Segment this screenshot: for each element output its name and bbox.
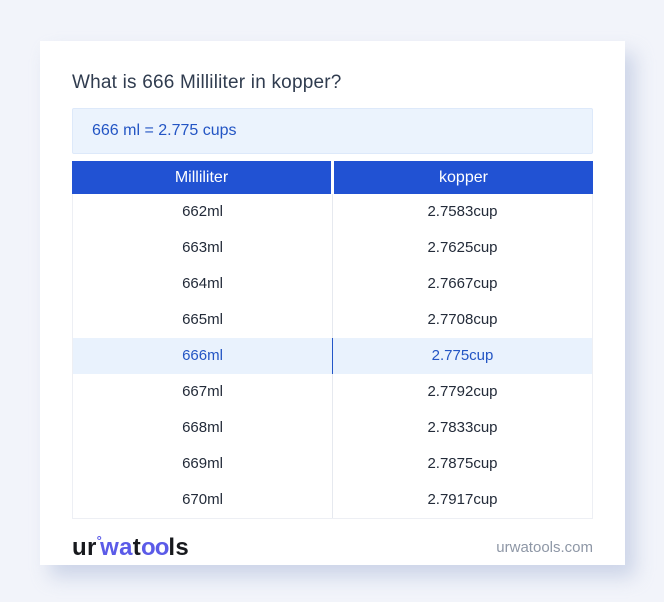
milliliter-cell: 664ml	[73, 266, 333, 302]
kopper-cell: 2.7833cup	[427, 419, 498, 436]
table-row: 667ml 2.7792cup	[73, 374, 592, 410]
logo-text-t: t	[132, 533, 142, 561]
milliliter-cell: 669ml	[73, 446, 333, 482]
table-row-highlighted: 666ml 2.775cup	[73, 338, 592, 374]
milliliter-cell: 667ml	[73, 374, 333, 410]
kopper-cell: 2.7708cup	[427, 311, 498, 328]
milliliter-cell: 663ml	[73, 230, 333, 266]
converter-card: What is 666 Milliliter in kopper? 666 ml…	[40, 41, 625, 565]
kopper-cell: 2.7625cup	[427, 239, 498, 256]
table-body: 662ml 2.7583cup 663ml 2.7625cup 664ml 2.7667c…	[72, 194, 593, 519]
table-header-kopper: kopper	[334, 161, 593, 194]
urwatools-logo[interactable]: ur°watools	[72, 533, 189, 562]
milliliter-cell: 666ml	[73, 338, 333, 374]
table-row: 664ml 2.7667cup	[73, 266, 592, 302]
kopper-cell: 2.7583cup	[427, 203, 498, 220]
table-row: 669ml 2.7875cup	[73, 446, 592, 482]
kopper-cell: 2.775cup	[431, 347, 494, 364]
logo-degree-icon: °	[96, 532, 103, 548]
milliliter-cell: 665ml	[73, 302, 333, 338]
conversion-result-box: 666 ml = 2.775 cups	[72, 108, 593, 154]
milliliter-cell: 670ml	[73, 482, 333, 518]
kopper-cell: 2.7875cup	[427, 455, 498, 472]
logo-text-ur: ur	[72, 533, 97, 561]
table-row: 665ml 2.7708cup	[73, 302, 592, 338]
page-title: What is 666 Milliliter in kopper?	[72, 72, 342, 93]
conversion-result-text: 666 ml = 2.775 cups	[92, 122, 237, 139]
conversion-table: Milliliter kopper 662ml 2.7583cup 663ml 2.7…	[72, 161, 593, 519]
logo-glasses-oo-icon: oo	[141, 533, 169, 561]
kopper-cell: 2.7667cup	[427, 275, 498, 292]
milliliter-cell: 662ml	[73, 194, 333, 230]
logo-text-wa: wa	[100, 533, 133, 561]
site-url-text: urwatools.com	[496, 538, 593, 556]
table-header-row: Milliliter kopper	[72, 161, 593, 194]
table-row: 663ml 2.7625cup	[73, 230, 592, 266]
table-row: 668ml 2.7833cup	[73, 410, 592, 446]
table-header-milliliter: Milliliter	[72, 161, 331, 194]
card-footer: ur°watools urwatools.com	[72, 525, 593, 569]
table-row: 662ml 2.7583cup	[73, 194, 592, 230]
kopper-cell: 2.7917cup	[427, 491, 498, 508]
kopper-cell: 2.7792cup	[427, 383, 498, 400]
table-row: 670ml 2.7917cup	[73, 482, 592, 518]
logo-text-ls: ls	[168, 533, 189, 561]
milliliter-cell: 668ml	[73, 410, 333, 446]
